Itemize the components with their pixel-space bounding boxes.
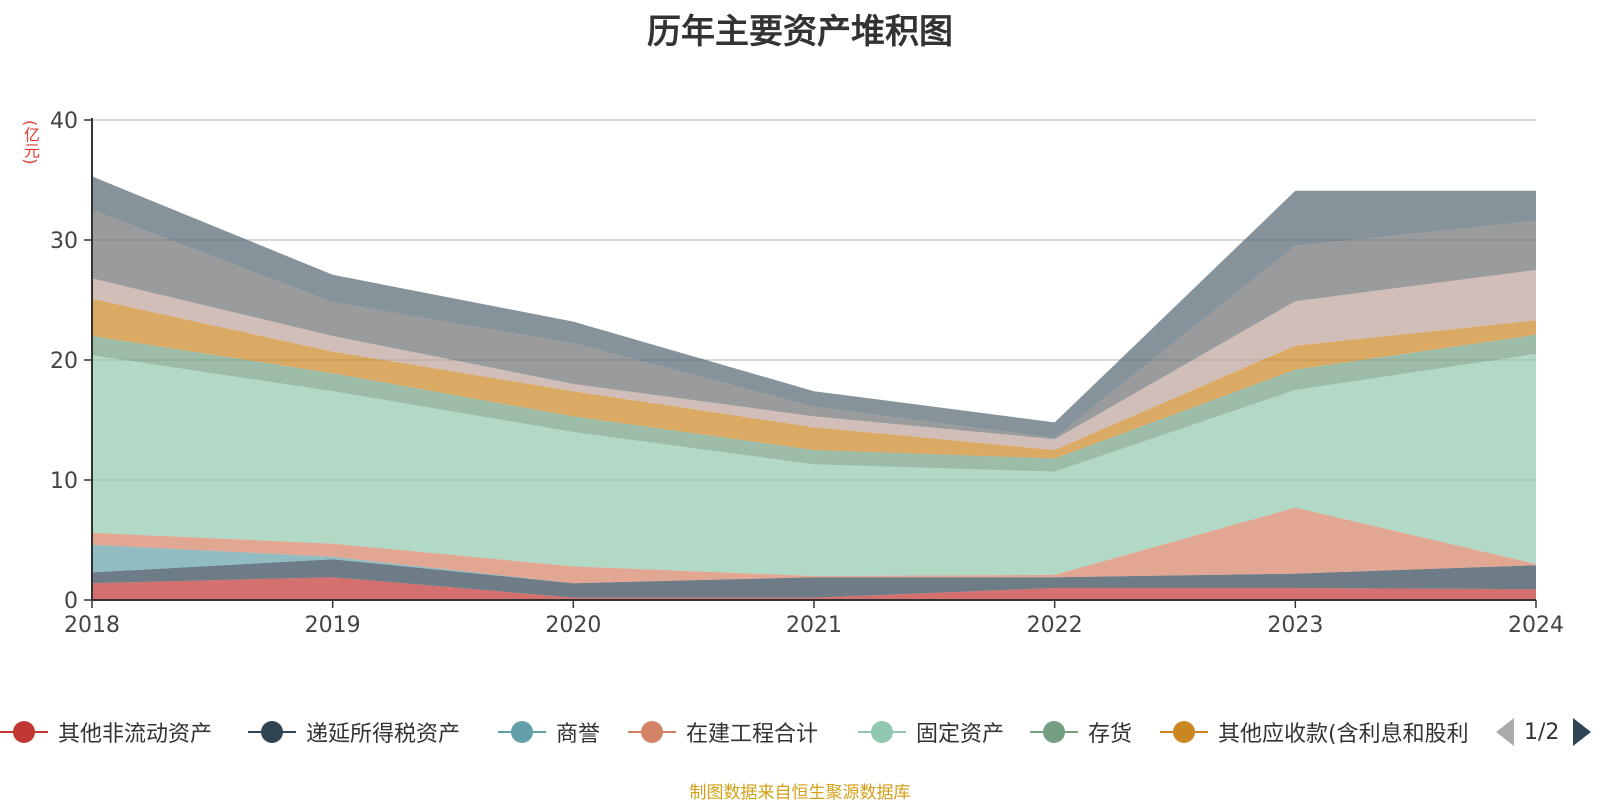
legend-label: 在建工程合计 [686, 722, 819, 747]
chart-title: 历年主要资产堆积图 [647, 12, 953, 52]
area-series-1[interactable] [92, 559, 1536, 598]
legend-item[interactable]: 固定资产 [858, 712, 1004, 752]
legend-next-page-icon[interactable] [1573, 718, 1592, 746]
legend-item[interactable]: 商誉 [498, 712, 600, 752]
legend-marker-icon [1030, 720, 1078, 744]
y-tick-label: 30 [50, 229, 78, 254]
y-tick-label: 40 [50, 109, 78, 134]
legend-marker-icon [0, 720, 48, 744]
x-tick-label: 2020 [545, 613, 601, 638]
legend-marker-icon [248, 720, 296, 744]
legend-label: 固定资产 [916, 722, 1005, 747]
area-series-layer [92, 176, 1536, 600]
y-tick-label: 20 [50, 349, 78, 374]
y-tick-label: 10 [50, 469, 78, 494]
x-tick-label: 2023 [1267, 613, 1323, 638]
area-series-0[interactable] [92, 577, 1536, 600]
legend-item[interactable]: 在建工程合计 [628, 712, 818, 752]
y-axis-unit-label: (亿元) [21, 120, 40, 165]
legend-page-indicator: 1/2 [1524, 719, 1560, 745]
x-tick-label: 2019 [305, 613, 361, 638]
area-series-9[interactable] [92, 176, 1536, 438]
legend-label: 递延所得税资产 [306, 722, 461, 747]
area-series-4[interactable] [92, 354, 1536, 576]
legend-item[interactable]: 递延所得税资产 [248, 712, 460, 752]
axes: 0 10 20 30 40 2018 2019 2020 2021 2022 2023 2024 [50, 109, 1564, 638]
legend-label: 其他应收款(含利息和股利 [1218, 722, 1469, 747]
x-tick-label: 2024 [1508, 613, 1564, 638]
legend-label: 其他非流动资产 [58, 722, 213, 747]
legend-item[interactable]: 其他应收款(含利息和股利 [1160, 712, 1490, 752]
x-tick-label: 2022 [1027, 613, 1083, 638]
x-tick-label: 2018 [64, 613, 120, 638]
area-series-8[interactable] [92, 210, 1536, 440]
legend-pager: 1/2 [1496, 712, 1592, 752]
y-tick-label: 0 [64, 589, 78, 614]
legend-marker-icon [628, 720, 676, 744]
data-source-note: 制图数据来自恒生聚源数据库 [689, 783, 911, 803]
legend-marker-icon [1160, 720, 1208, 744]
stacked-area-chart: 0 10 20 30 40 2018 2019 2020 2021 2022 2023 2024 [50, 109, 1564, 638]
legend: 其他非流动资产 递延所得税资产 商誉 在建工程合计 固定资产 存货 其他应收款(含利息和股利 [0, 712, 1600, 752]
legend-item[interactable]: 存货 [1030, 712, 1132, 752]
area-series-5[interactable] [92, 334, 1536, 472]
area-series-7[interactable] [92, 270, 1536, 450]
legend-item[interactable]: 其他非流动资产 [0, 712, 212, 752]
legend-label: 存货 [1088, 722, 1133, 747]
legend-marker-icon [498, 720, 546, 744]
area-series-3[interactable] [92, 507, 1536, 584]
legend-marker-icon [858, 720, 906, 744]
x-tick-label: 2021 [786, 613, 842, 638]
legend-label: 商誉 [556, 722, 601, 747]
legend-prev-page-icon[interactable] [1496, 718, 1514, 746]
area-series-6[interactable] [92, 298, 1536, 459]
